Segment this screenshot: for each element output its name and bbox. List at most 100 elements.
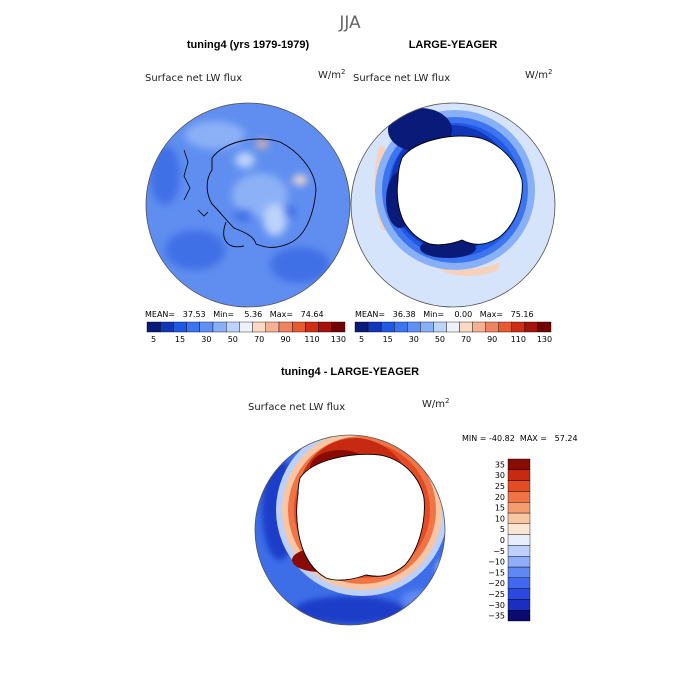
panel-right-units-base: W/m [525,70,548,81]
colorbar-right-swatch [354,321,369,333]
colorbar-diff-tick-label: 30 [495,471,505,480]
colorbar-right-swatch [407,321,421,333]
panel-left: tuning4 (yrs 1979-1979) Surface net LW f… [145,39,351,344]
colorbar-left-tick-label: 110 [304,335,319,344]
colorbar-diff-swatch [507,556,531,568]
colorbar-right-swatch [485,321,499,333]
colorbar-diff-swatch [507,610,531,622]
colorbar-diff-tick-label: −35 [488,612,505,621]
panel-right: LARGE-YEAGER Surface net LW flux W/m2 ME… [350,39,556,344]
colorbar-left-swatch [265,321,280,333]
colorbar-right-swatch [511,321,526,333]
colorbar-right-tick-label: 50 [435,335,445,344]
panel-diff-units-base: W/m [422,399,445,410]
panel-diff-map [255,435,445,625]
colorbar-right-tick-label: 70 [461,335,471,344]
colorbar-diff-swatch [507,458,531,471]
colorbar-diff-swatch [507,534,531,546]
colorbar-right-tick-label: 110 [511,335,526,344]
colorbar-left-tick-label: 70 [254,335,264,344]
colorbar-left-swatch [292,321,306,333]
colorbar-left-tick-label: 30 [201,335,211,344]
panel-left-variable: Surface net LW flux [145,73,242,84]
colorbar-right-swatch [537,321,552,333]
colorbar-left-swatch [278,321,293,333]
panel-diff-variable: Surface net LW flux [248,402,345,413]
colorbar-right: 5 15 30 50 70 90 110 130 [354,321,552,344]
colorbar-right-tick-label: 90 [487,335,497,344]
colorbar-diff-swatch [507,599,531,611]
colorbar-diff-swatch [507,512,531,525]
colorbar-right-swatch [472,321,486,333]
colorbar-right-swatch [394,321,408,333]
colorbar-right-swatch [367,321,382,333]
colorbar-left: 5 15 30 50 70 90 110 130 [146,321,346,344]
colorbar-diff-tick-label: 0 [500,536,505,545]
colorbar-left-swatch [225,321,240,333]
colorbar-left-swatch [305,321,319,333]
panel-diff-heading: tuning4 - LARGE-YEAGER [281,366,419,378]
colorbar-left-swatch [212,321,227,333]
colorbar-right-tick-label: 15 [383,335,393,344]
colorbar-left-swatch [318,321,333,333]
colorbar-diff-swatch [507,577,531,589]
colorbar-diff-tick-label: −30 [488,601,505,610]
panel-left-units: W/m2 [318,68,345,81]
colorbar-left-swatch [331,321,346,333]
colorbar-right-tick-label: 130 [537,335,552,344]
colorbar-diff-tick-label: 15 [495,504,505,513]
panel-diff: tuning4 - LARGE-YEAGER Surface net LW fl… [248,366,578,626]
colorbar-left-swatch [239,321,253,333]
colorbar-left-tick-label: 15 [175,335,185,344]
panel-left-heading: tuning4 (yrs 1979-1979) [187,39,310,51]
panel-left-units-base: W/m [318,70,341,81]
colorbar-right-swatch [446,321,460,333]
colorbar-diff-swatch [507,523,531,535]
colorbar-left-swatch [199,321,214,333]
colorbar-diff-swatch [507,491,531,503]
panel-left-stats: MEAN= 37.53 Min= 5.36 Max= 74.64 [145,310,324,319]
colorbar-left-swatch [146,321,161,333]
panel-right-variable: Surface net LW flux [353,73,450,84]
colorbar-diff-swatch [507,566,531,579]
colorbar-right-swatch [459,321,473,333]
panel-right-units: W/m2 [525,68,552,81]
colorbar-diff-tick-label: 5 [500,525,505,534]
colorbar-right-tick-label: 5 [359,335,364,344]
colorbar-left-tick-label: 5 [151,335,156,344]
colorbar-diff-tick-label: 25 [495,482,505,491]
colorbar-diff-swatch [507,545,531,557]
colorbar-diff-tick-label: −15 [488,568,505,577]
panel-right-stats: MEAN= 36.38 Min= 0.00 Max= 75.16 [355,310,534,319]
colorbar-diff-tick-label: 20 [495,493,505,502]
colorbar-left-swatch [159,321,174,333]
panel-left-units-exp: 2 [341,68,345,76]
colorbar-right-swatch [524,321,539,333]
colorbar-right-swatch [420,321,434,333]
colorbar-diff-swatch [507,502,531,514]
colorbar-right-swatch [380,321,395,333]
panel-left-map [146,103,350,307]
panel-right-heading: LARGE-YEAGER [409,39,498,51]
panel-diff-units: W/m2 [422,397,449,410]
colorbar-left-swatch [186,321,201,333]
panel-diff-units-exp: 2 [445,397,449,405]
panel-right-units-exp: 2 [548,68,552,76]
colorbar-right-swatch [433,321,447,333]
colorbar-left-tick-label: 90 [281,335,291,344]
colorbar-diff-tick-label: −20 [488,579,505,588]
colorbar-left-tick-label: 130 [331,335,346,344]
colorbar-diff-swatch [507,480,531,492]
colorbar-left-tick-label: 50 [228,335,238,344]
colorbar-left-swatch [252,321,267,333]
colorbar-left-swatch [173,321,187,333]
colorbar-right-swatch [498,321,513,333]
panel-right-map [351,103,555,307]
colorbar-right-tick-label: 30 [409,335,419,344]
panel-diff-stats: MIN = -40.82 MAX = 57.24 [462,434,578,443]
colorbar-diff-swatch [507,588,531,600]
colorbar-diff-tick-label: −5 [493,547,505,556]
colorbar-diff-tick-label: 35 [495,460,505,469]
